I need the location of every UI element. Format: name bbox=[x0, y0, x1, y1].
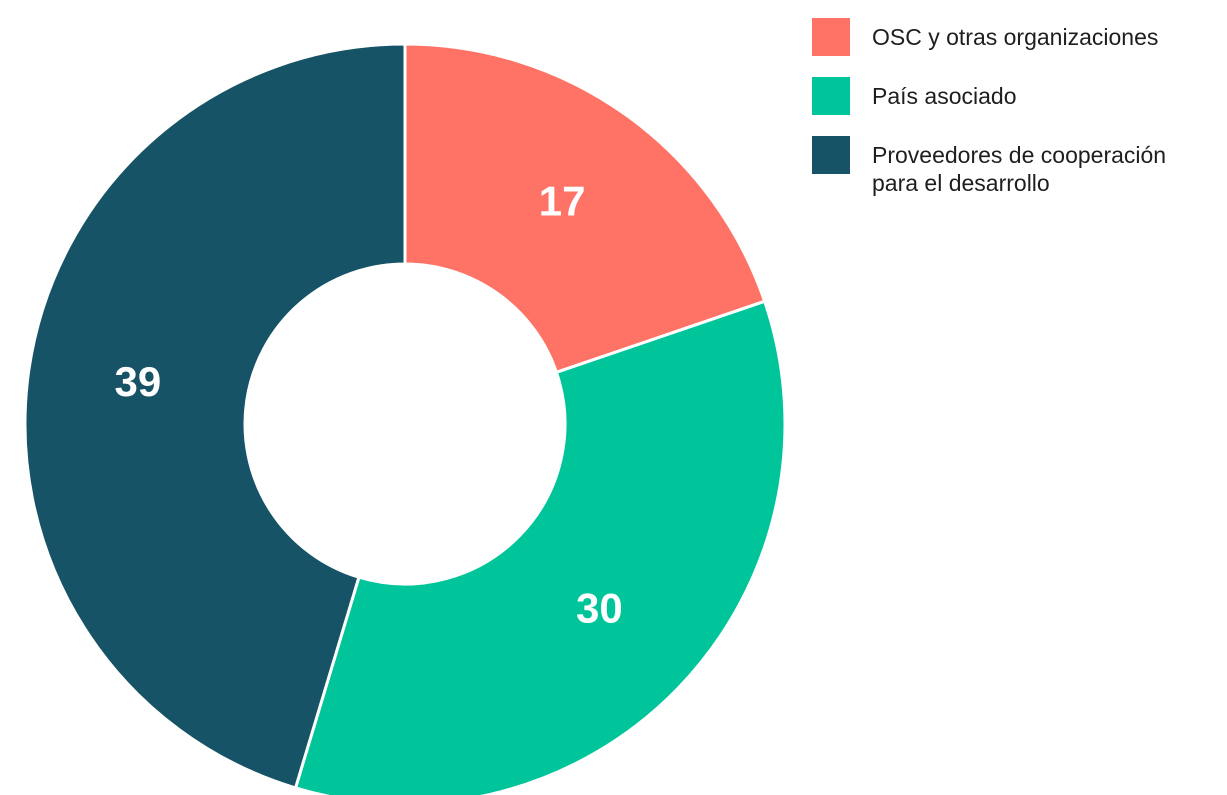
slice bbox=[23, 42, 407, 790]
legend-item: Proveedores de cooperación para el desar… bbox=[812, 136, 1212, 197]
legend-label: Proveedores de cooperación para el desar… bbox=[872, 142, 1167, 196]
legend-swatch bbox=[812, 136, 850, 174]
value-label: 39 bbox=[115, 358, 162, 405]
legend-swatch bbox=[812, 18, 850, 56]
legend-label: País asociado bbox=[872, 83, 1017, 109]
legend-swatch bbox=[812, 77, 850, 115]
legend: OSC y otras organizaciones País asociado P… bbox=[812, 18, 1212, 218]
slice bbox=[293, 299, 787, 795]
legend-label: OSC y otras organizaciones bbox=[872, 24, 1159, 50]
legend-item: País asociado bbox=[812, 77, 1212, 115]
value-label: 30 bbox=[576, 584, 623, 631]
value-label: 17 bbox=[539, 178, 586, 225]
legend-item: OSC y otras organizaciones bbox=[812, 18, 1212, 56]
slice bbox=[403, 42, 767, 375]
